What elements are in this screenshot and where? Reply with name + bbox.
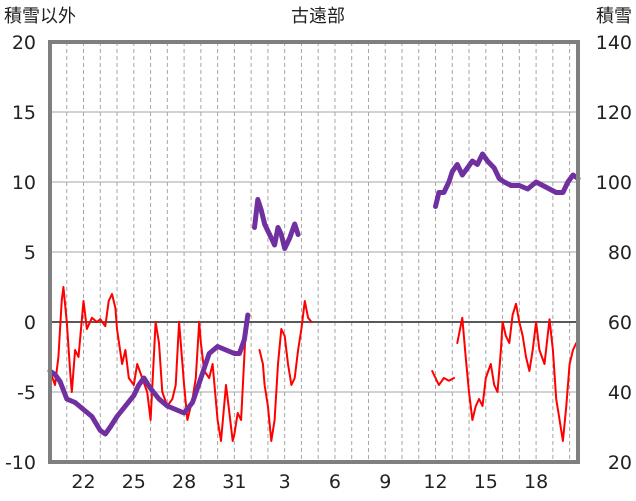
snow-depth-line-segment-0 [47,312,251,437]
x-tick-label: 22 [71,471,95,493]
left-axis-title: 積雪以外 [4,6,76,27]
x-tick-label: 9 [379,471,391,493]
x-tick-label: 12 [423,471,447,493]
x-tick-label: 31 [222,471,246,493]
y-left-tick-label: -5 [17,382,36,404]
y-left-tick-label: 0 [24,312,36,334]
other-series-line-segment-2 [431,370,455,386]
y-left-tick-label: 15 [12,102,36,124]
chart-title: 古遠部 [291,6,345,27]
y-left-tick-label: 10 [12,172,36,194]
x-tick-label: 15 [474,471,498,493]
y-right-tick-label: 80 [608,242,632,264]
plot-frame [48,40,580,464]
y-right-tick-label: 120 [596,102,632,124]
y-right-tick-labels: 20 40 60 80 100 120 140 [596,32,632,474]
series-layer [47,151,581,442]
x-tick-label: 6 [329,471,341,493]
snow-depth-line-segment-2 [433,151,581,209]
vertical-gridlines [66,42,571,462]
y-left-tick-label: -10 [5,452,36,474]
y-left-tick-label: 5 [24,242,36,264]
other-series-line-segment-3 [456,302,579,442]
snow-depth-line-segment-1 [252,197,301,251]
other-series-line-segment-0 [49,286,251,442]
x-tick-label: 25 [122,471,146,493]
other-series-line-segment-1 [258,300,313,442]
x-tick-label: 28 [172,471,196,493]
y-left-tick-label: 20 [12,32,36,54]
x-tick-labels: 22 25 28 31 3 6 9 12 15 18 [71,471,548,493]
x-tick-label: 18 [524,471,548,493]
y-left-tick-labels: -10 -5 0 5 10 15 20 [5,32,36,474]
y-right-tick-label: 140 [596,32,632,54]
x-tick-label: 3 [279,471,291,493]
y-right-tick-label: 40 [608,382,632,404]
y-right-tick-label: 60 [608,312,632,334]
y-right-tick-label: 20 [608,452,632,474]
y-right-tick-label: 100 [596,172,632,194]
right-axis-title: 積雪 [596,6,632,27]
